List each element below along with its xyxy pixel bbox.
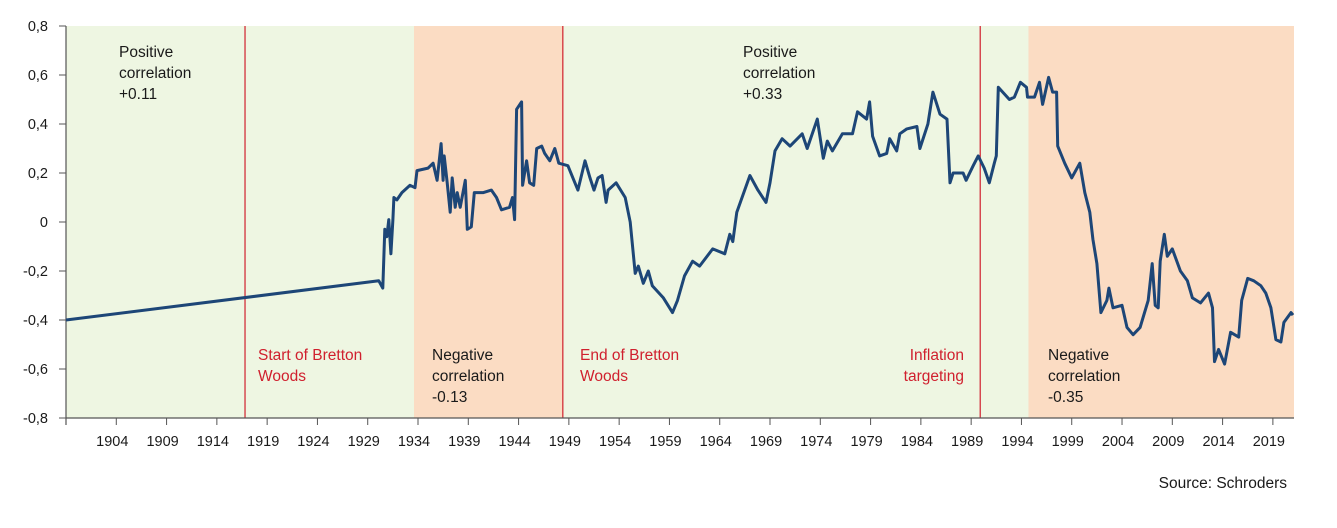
x-tick-label: 1914 bbox=[197, 434, 229, 450]
annotation-line: +0.33 bbox=[743, 86, 783, 103]
x-tick-label: 1954 bbox=[599, 434, 631, 450]
annotation-negative-correlation-2: Negative correlation -0.35 bbox=[1048, 345, 1120, 408]
x-tick-label: 2019 bbox=[1253, 434, 1285, 450]
band-negative bbox=[1028, 26, 1294, 418]
x-tick-label: 1904 bbox=[96, 434, 128, 450]
x-tick-label: 1974 bbox=[800, 434, 832, 450]
y-tick-label: 0,4 bbox=[28, 117, 48, 133]
event-lines bbox=[244, 26, 981, 418]
x-tick-label: 1964 bbox=[700, 434, 732, 450]
x-tick-label: 1999 bbox=[1052, 434, 1084, 450]
x-tick-label: 2004 bbox=[1102, 434, 1134, 450]
x-tick-label: 1969 bbox=[750, 434, 782, 450]
x-tick-label: 1984 bbox=[901, 434, 933, 450]
annotation-positive-correlation-1: Positive correlation +0.11 bbox=[119, 42, 191, 105]
annotation-negative-correlation-1: Negative correlation -0.13 bbox=[432, 345, 504, 408]
annotation-line: Start of Bretton bbox=[258, 347, 363, 364]
band-positive bbox=[562, 26, 1029, 418]
annotation-line: End of Bretton bbox=[580, 347, 680, 364]
x-tick-label: 1979 bbox=[850, 434, 882, 450]
annotation-line: correlation bbox=[1048, 368, 1121, 385]
axes: 0,8 0,6 0,4 0,2 0 -0,2 -0,4 -0,6 -0,8 1904 1909 191… bbox=[23, 19, 1294, 450]
x-tick-label: 1929 bbox=[348, 434, 380, 450]
annotation-line: correlation bbox=[119, 65, 192, 82]
annotation-line: Inflation bbox=[909, 347, 964, 364]
y-tick-label: 0,2 bbox=[28, 166, 48, 182]
correlation-bands bbox=[66, 26, 1294, 418]
y-tick-label: 0 bbox=[40, 215, 48, 231]
x-tick-label: 1994 bbox=[1001, 434, 1033, 450]
annotation-line: Woods bbox=[258, 368, 306, 385]
x-tick-label: 1949 bbox=[549, 434, 581, 450]
x-tick-label: 2014 bbox=[1202, 434, 1234, 450]
series-line bbox=[65, 75, 1295, 366]
annotation-start-bretton-woods: Start of Bretton Woods bbox=[258, 345, 362, 387]
series-line-group bbox=[65, 75, 1295, 366]
x-tick-label: 1959 bbox=[649, 434, 681, 450]
x-tick-label: 1934 bbox=[398, 434, 430, 450]
annotation-line: correlation bbox=[432, 368, 505, 385]
source-note: Source: Schroders bbox=[1158, 475, 1287, 492]
x-tick-label: 1939 bbox=[448, 434, 480, 450]
annotation-line: +0.11 bbox=[119, 86, 158, 103]
y-tick-label: -0,8 bbox=[23, 411, 48, 427]
annotation-positive-correlation-2: Positive correlation +0.33 bbox=[743, 42, 815, 105]
y-tick-label: -0,6 bbox=[23, 362, 48, 378]
annotation-line: -0.13 bbox=[432, 389, 468, 406]
x-tick-label: 1944 bbox=[498, 434, 530, 450]
annotation-inflation-targeting: Inflation targeting bbox=[904, 345, 964, 387]
y-tick-label: 0,8 bbox=[28, 19, 48, 35]
annotation-line: Woods bbox=[580, 368, 628, 385]
x-tick-label: 1919 bbox=[247, 434, 279, 450]
annotation-line: Positive bbox=[119, 44, 174, 61]
y-tick-label: -0,4 bbox=[23, 313, 48, 329]
x-tick-label: 2009 bbox=[1152, 434, 1184, 450]
y-tick-label: 0,6 bbox=[28, 68, 48, 84]
annotation-line: Positive bbox=[743, 44, 798, 61]
x-tick-label: 1924 bbox=[297, 434, 329, 450]
annotation-line: -0.35 bbox=[1048, 389, 1084, 406]
annotation-end-bretton-woods: End of Bretton Woods bbox=[580, 345, 679, 387]
band-negative bbox=[413, 26, 563, 418]
annotation-line: Negative bbox=[432, 347, 494, 364]
annotation-line: correlation bbox=[743, 65, 816, 82]
x-tick-label: 1909 bbox=[146, 434, 178, 450]
x-tick-label: 1989 bbox=[951, 434, 983, 450]
annotation-line: targeting bbox=[903, 368, 964, 385]
y-tick-label: -0,2 bbox=[23, 264, 48, 280]
band-positive bbox=[66, 26, 414, 418]
annotation-line: Negative bbox=[1048, 347, 1110, 364]
